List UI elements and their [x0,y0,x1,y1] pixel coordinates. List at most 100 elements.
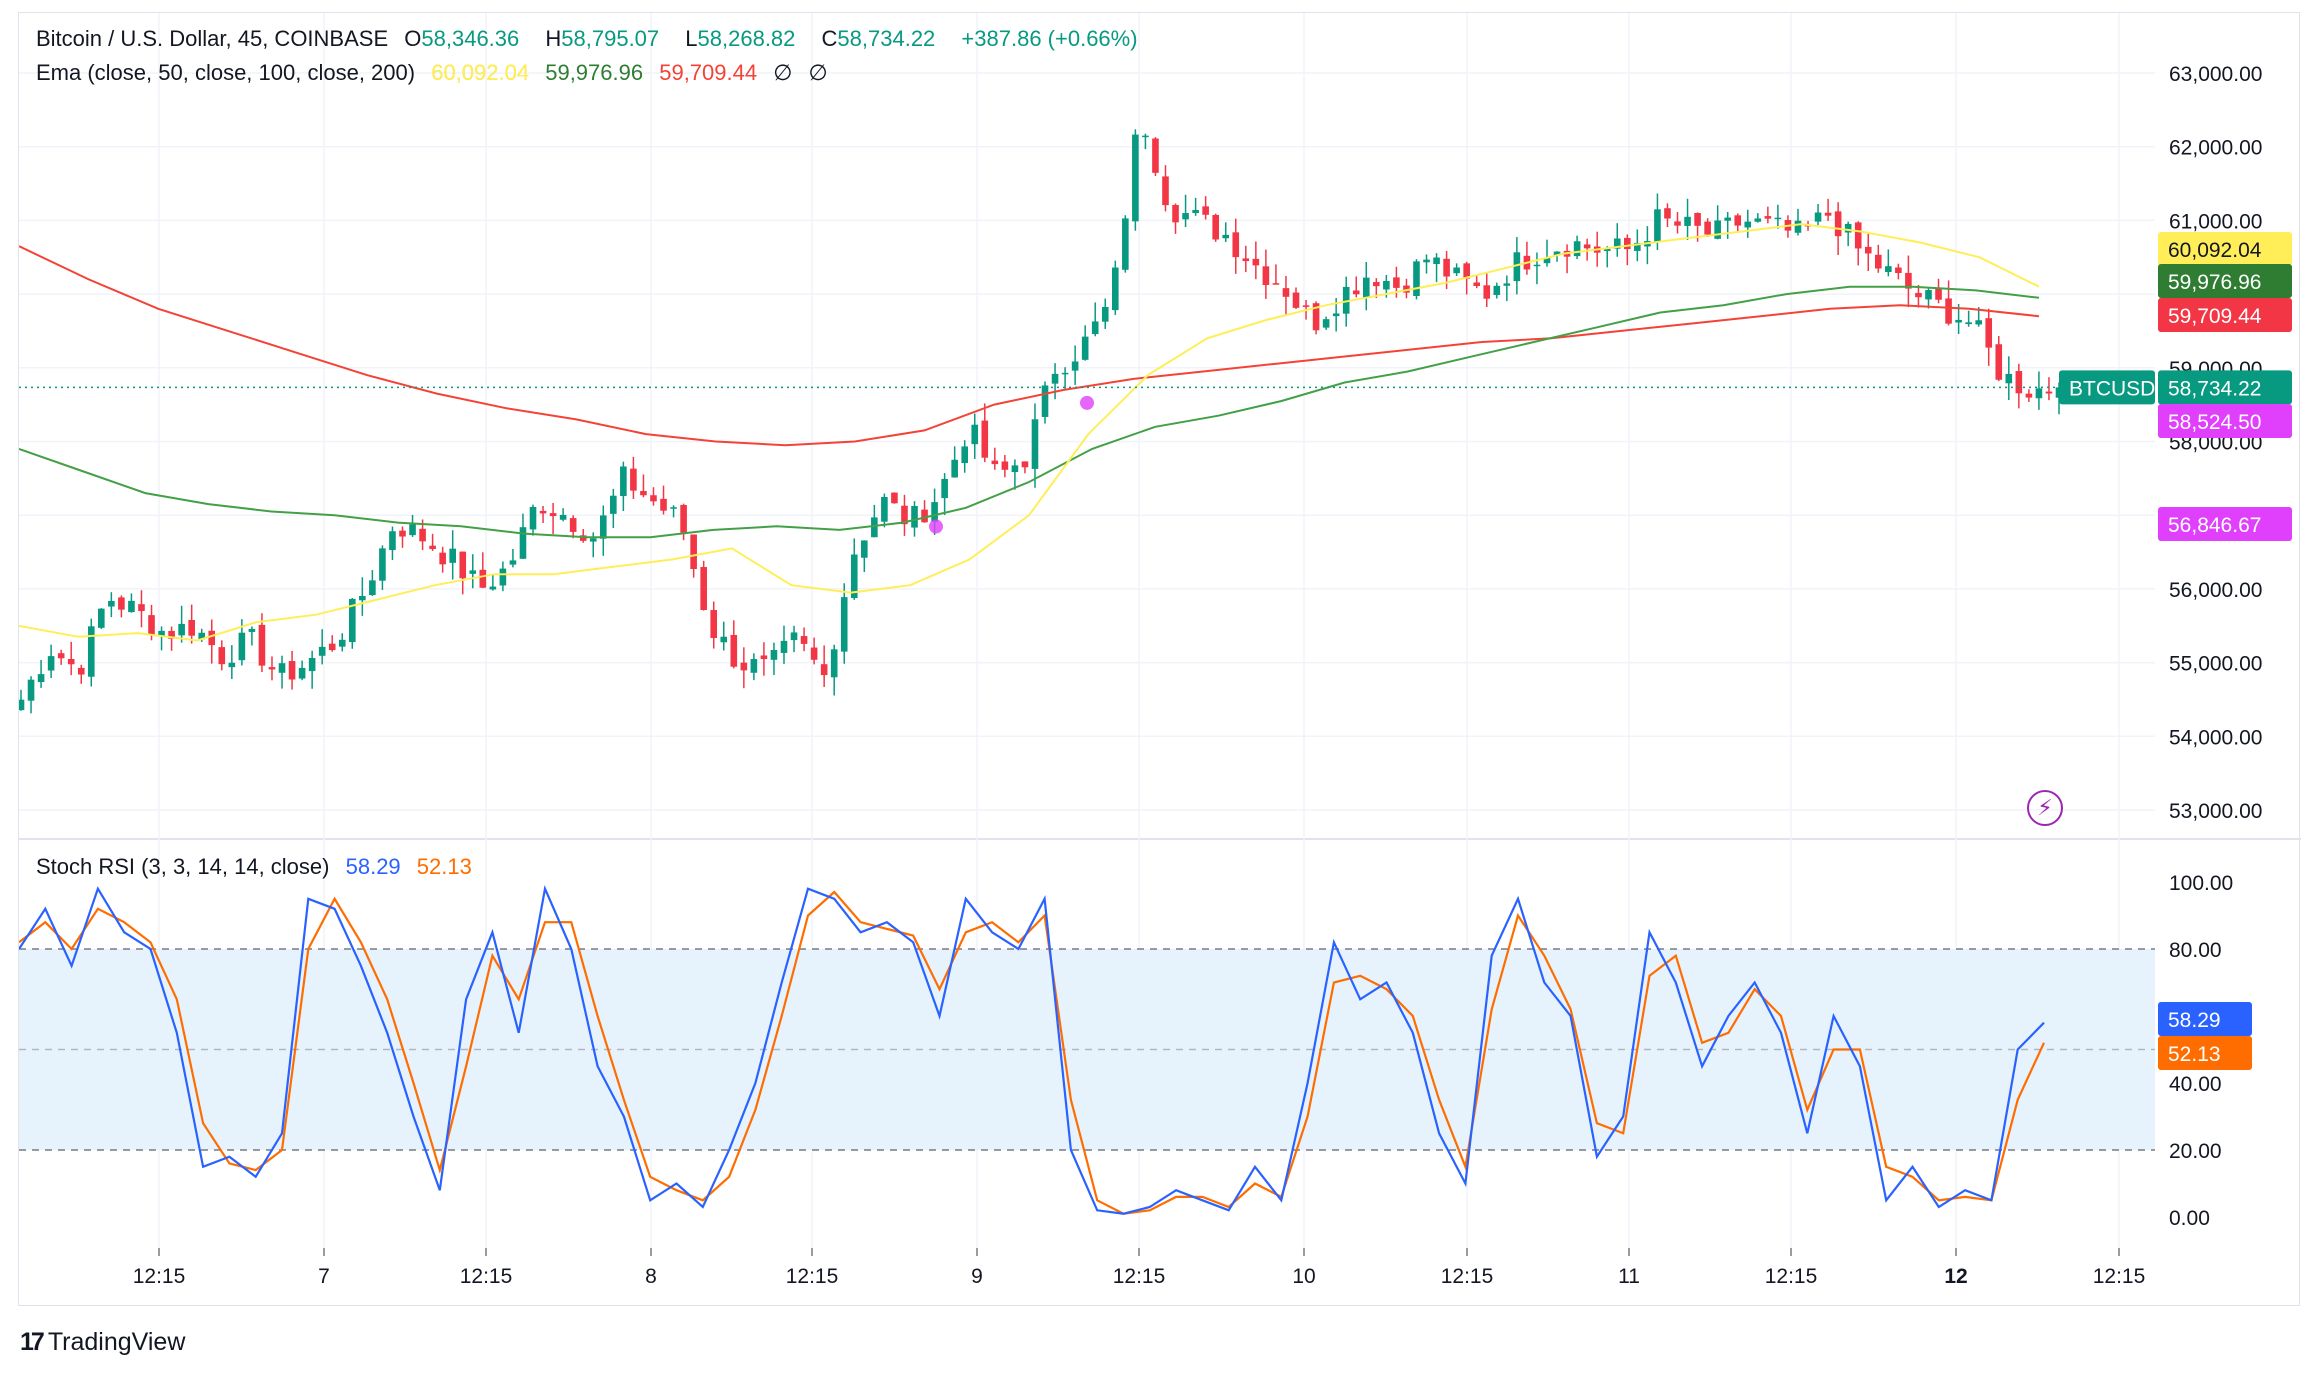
candle-body [1473,282,1481,286]
candle-body [1081,336,1089,360]
time-tick-label: 12:15 [133,1265,186,1288]
candle-body [1935,288,1942,300]
stoch-d-axis-label: 52.13 [2168,1043,2221,1066]
candle-body [258,624,266,666]
candle-body [730,634,738,667]
candle-body [1543,257,1551,264]
candle-body [37,674,45,683]
candle-body [1583,244,1591,249]
candle-body [439,552,446,565]
time-tick-label: 12:15 [1441,1265,1494,1288]
candle-body [961,446,969,464]
candle-body [2045,391,2053,394]
price-tick-label: 63,000.00 [2169,63,2262,86]
candle-body [499,568,507,586]
marker-axis-label: 58,524.50 [2168,411,2261,434]
candle-body [369,580,376,596]
stoch-tick-label: 20.00 [2169,1140,2222,1163]
candle-body [1905,272,1912,289]
candle-body [1071,361,1079,371]
candle-body [1724,217,1731,221]
candle-body [850,554,858,599]
chart-canvas[interactable]: 63,000.0062,000.0061,000.0060,000.0059,0… [19,13,2301,1307]
candle-body [1714,220,1721,239]
time-tick-label: 10 [1292,1265,1315,1288]
symbol-legend: Bitcoin / U.S. Dollar, 45, COINBASE O 58,… [36,26,1148,52]
stoch-d-axis-label-bg [2158,1036,2252,1070]
symbol-title[interactable]: Bitcoin / U.S. Dollar, 45, COINBASE [36,26,389,51]
time-tick-label: 12:15 [1113,1265,1166,1288]
ema50-value: 60,092.04 [431,60,530,85]
candle-body [539,510,547,514]
stoch-tick-label: 100.00 [2169,872,2233,895]
candle-body [288,661,296,680]
candle-body [429,545,436,550]
candle-body [1483,285,1491,299]
candle-body [1895,267,1902,274]
candle-body [1132,134,1139,222]
candle-body [1433,257,1440,265]
marker-axis-label-bg [2158,404,2292,438]
stoch-label[interactable]: Stoch RSI (3, 3, 14, 14, close) [36,854,330,879]
candle-body [208,630,216,646]
candle-body [1292,292,1300,308]
candle-body [57,653,65,659]
ema-label[interactable]: Ema (close, 50, close, 100, close, 200) [36,60,416,85]
candle-body [670,507,677,509]
chart-frame[interactable]: 63,000.0062,000.0061,000.0060,000.0059,0… [18,12,2301,1307]
candle-body [610,495,617,514]
candle-body [1302,305,1310,307]
ema100-line [19,285,2040,539]
candle-body [720,636,728,643]
candle-body [178,623,185,636]
close-value: 58,734.22 [837,26,936,51]
candle-body [921,509,928,523]
candle-body [991,460,999,465]
candle-body [1684,216,1691,226]
change-value: +387.86 (+0.66%) [961,26,1138,51]
candle-body [1122,218,1129,270]
candle-body [1794,220,1802,233]
candle-body [1272,283,1280,285]
candle-body [509,560,517,565]
candle-body [238,632,246,661]
candle-body [1232,232,1240,258]
candle-body [1463,263,1470,279]
time-tick-label: 11 [1618,1265,1640,1288]
null-icon: ∅ [773,60,793,85]
candle-body [308,658,316,672]
ema200-value: 59,709.44 [659,60,758,85]
candle-body [680,504,687,533]
open-label: O [404,26,422,51]
candle-body [328,643,336,651]
candle-body [1051,373,1059,384]
candle-body [589,538,597,542]
candle-body [188,619,195,636]
ema100-axis-label-bg [2158,264,2292,298]
candle-body [1945,298,1952,324]
candle-body [1282,288,1290,297]
candle-body [660,498,667,511]
tradingview-logo[interactable]: 17 TradingView [20,1328,185,1357]
candle-body [1874,254,1882,269]
candle-body [118,597,125,610]
candle-body [1041,385,1049,417]
candle-body [1332,313,1340,317]
candle-body [389,531,396,551]
candle-body [559,514,567,520]
candle-body [1152,138,1159,173]
ema-legend: Ema (close, 50, close, 100, close, 200) … [36,60,838,86]
candle-body [218,647,226,665]
candle-body [1533,264,1541,267]
ema200-axis-label: 59,709.44 [2168,305,2262,328]
candle-body [449,548,456,563]
time-tick-label: 12 [1944,1265,1967,1288]
candle-body [891,492,898,504]
candle-body [830,649,838,678]
ema50-axis-label: 60,092.04 [2168,239,2262,262]
lightning-icon[interactable]: ⚡ [2027,790,2063,826]
price-tick-label: 53,000.00 [2169,800,2262,823]
candle-body [278,663,286,673]
candle-body [268,667,276,670]
candle-body [1021,461,1029,468]
